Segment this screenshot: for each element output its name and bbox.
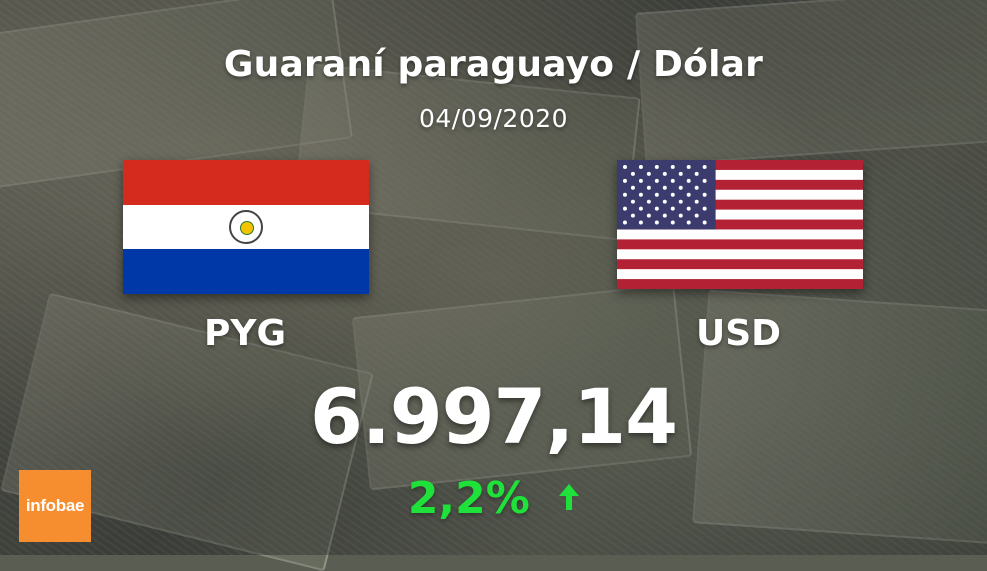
currency-code-from: PYG	[204, 313, 287, 354]
united-states-flag	[617, 160, 863, 289]
paraguay-seal-icon	[229, 210, 263, 245]
date-label: 04/09/2020	[418, 104, 569, 133]
flag-stripe-white	[123, 204, 369, 250]
arrow-up-icon	[559, 484, 580, 510]
flag-stripe-blue	[123, 249, 369, 294]
logo-text: infobae	[25, 496, 85, 515]
infobae-logo: infobae	[19, 470, 91, 542]
page-title: Guaraní paraguayo / Dólar	[223, 44, 764, 85]
rate-change-value: 2,2%	[407, 473, 530, 524]
paraguay-flag	[123, 160, 369, 294]
rate-change: 2,2%	[0, 473, 987, 524]
currency-code-to: USD	[696, 313, 782, 354]
exchange-rate-value: 6.997,14	[309, 372, 678, 461]
flag-stripe-red	[123, 160, 369, 205]
